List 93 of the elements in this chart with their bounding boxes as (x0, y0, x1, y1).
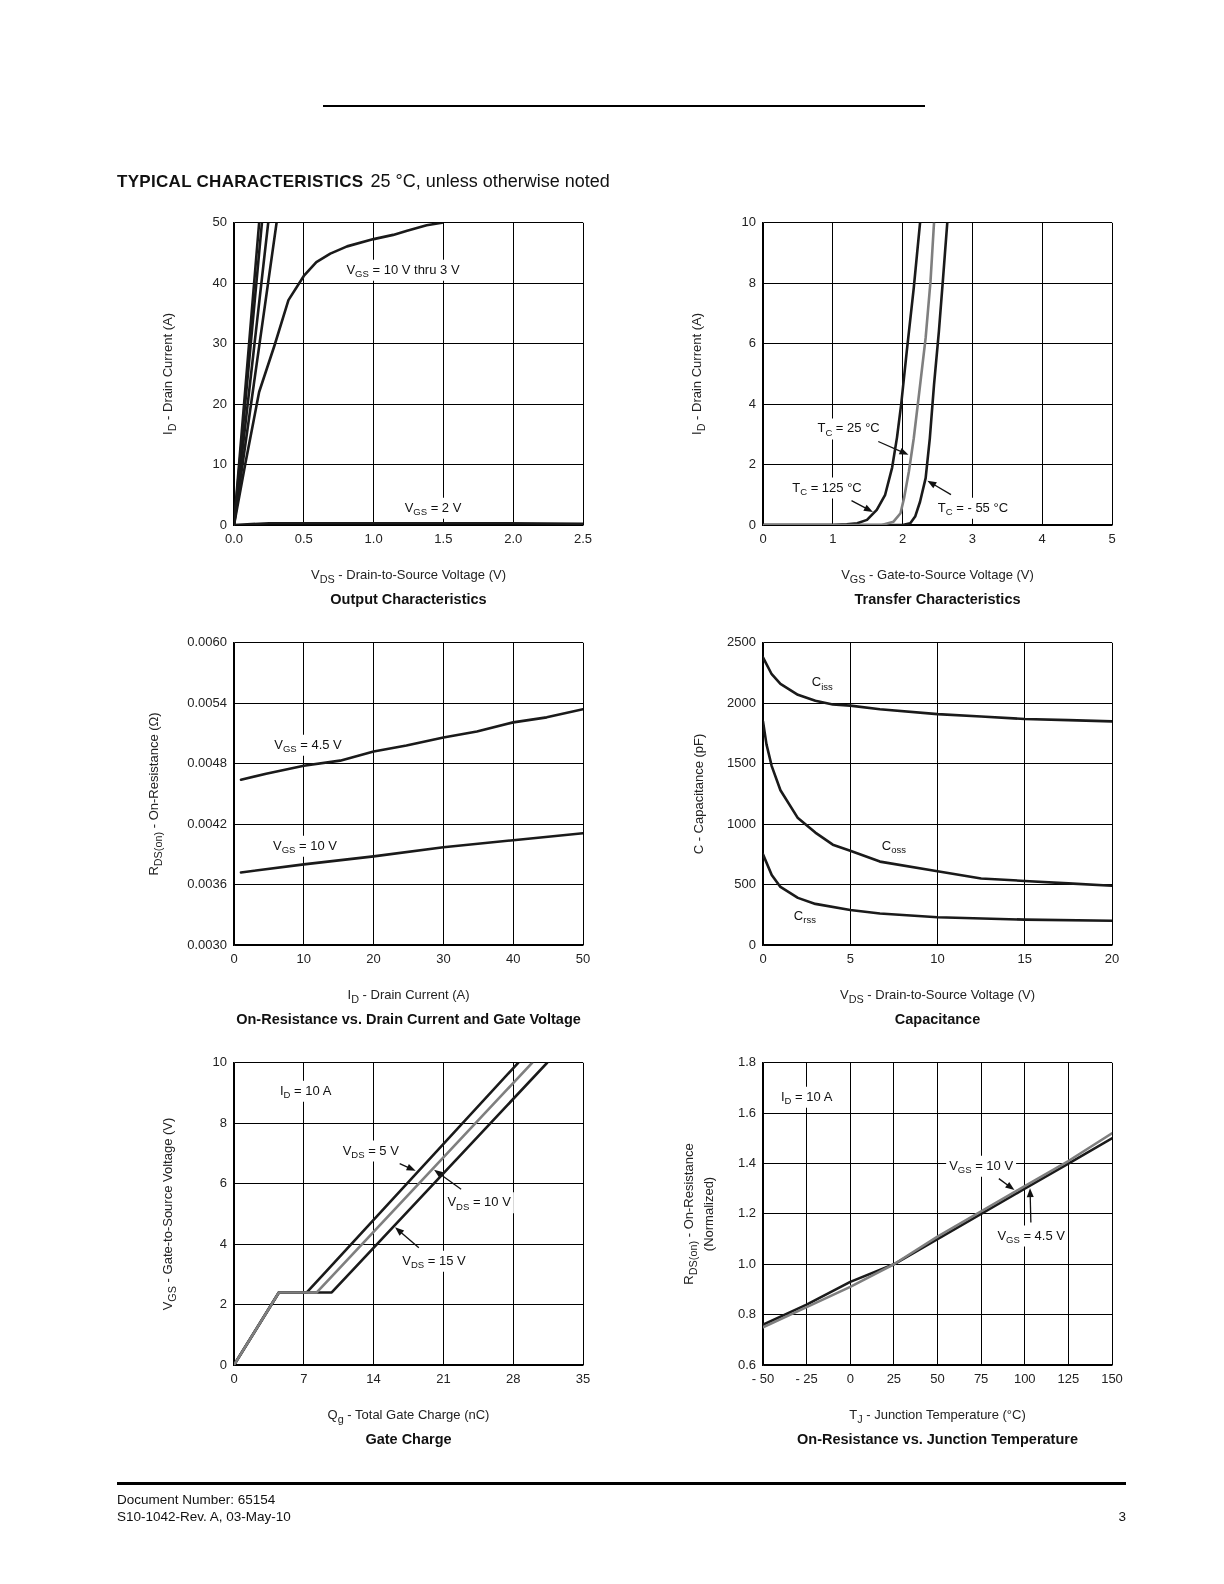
x-tick-label: 35 (575, 1371, 591, 1387)
x-tick-label: 10 (930, 951, 945, 967)
text: Output Characteristics (330, 591, 487, 607)
y-axis-title: C - Capacitance (pF) (691, 733, 707, 854)
x-axis-title: T$_{J}$ - Junction Temperature (°C) (849, 1407, 1026, 1425)
y-tick-label: 0 (219, 1356, 227, 1372)
x-tick-label: 0 (759, 531, 767, 547)
x-tick-label: 14 (366, 1371, 381, 1387)
text: 3 (1118, 1508, 1126, 1525)
y-tick-label: 2000 (727, 694, 756, 710)
y-tick-label: 1.0 (737, 1255, 756, 1271)
x-tick-label: 4 (1038, 531, 1046, 547)
y-tick-label: 1.4 (737, 1155, 756, 1171)
x-tick-label: 100 (1013, 1371, 1036, 1387)
y-tick-label: 0.0048 (187, 755, 227, 771)
x-axis-title: Q$_{g}$ - Total Gate Charge (nC) (327, 1407, 490, 1425)
x-tick-label: - 25 (795, 1371, 818, 1387)
y-tick-label: 2 (748, 456, 756, 472)
x-axis-title: V$_{DS}$ - Drain-to-Source Voltage (V) (311, 567, 506, 585)
x-axis-title: V$_{DS}$ - Drain-to-Source Voltage (V) (840, 987, 1035, 1005)
y-tick-label: 8 (219, 1114, 227, 1130)
y-tick-label: 0.8 (737, 1306, 756, 1322)
y-tick-label: 0 (748, 516, 756, 532)
x-tick-label: 0 (230, 951, 238, 967)
y-tick-label: 1000 (727, 815, 756, 831)
y-tick-label: 40 (212, 274, 227, 290)
x-tick-label: 20 (1104, 951, 1120, 967)
y-tick-label: 1500 (727, 755, 756, 771)
text: Transfer Characteristics (854, 591, 1021, 607)
y-tick-label: 2500 (727, 634, 756, 650)
x-axis-title: V$_{GS}$ - Gate-to-Source Voltage (V) (841, 567, 1034, 585)
y-tick-label: 1.2 (737, 1205, 756, 1221)
text: TYPICAL CHARACTERISTICS (117, 172, 364, 191)
x-tick-label: 25 (886, 1371, 902, 1387)
x-tick-label: 21 (436, 1371, 451, 1387)
text: 25 °C, unless otherwise noted (370, 171, 610, 191)
x-tick-label: 125 (1057, 1371, 1080, 1387)
y-tick-label: 0.0042 (187, 815, 227, 831)
y-tick-label: 0.0060 (187, 634, 227, 650)
x-tick-label: 50 (930, 1371, 945, 1387)
x-tick-label: 2 (898, 531, 907, 547)
y-tick-label: 20 (212, 395, 227, 411)
y-tick-label: 10 (741, 214, 756, 230)
y-tick-label: 4 (748, 395, 756, 411)
y-tick-label: 6 (219, 1175, 227, 1191)
x-tick-label: - 50 (751, 1371, 775, 1387)
x-tick-label: 30 (436, 951, 451, 967)
y-tick-label: 0 (219, 516, 227, 532)
x-tick-label: 7 (300, 1371, 308, 1387)
y-tick-label: 6 (748, 335, 756, 351)
y-tick-label: 30 (212, 335, 227, 351)
y-tick-label: 0 (748, 936, 756, 952)
x-tick-label: 150 (1101, 1371, 1123, 1387)
y-tick-label: 500 (734, 876, 756, 892)
y-tick-label: 10 (212, 456, 227, 472)
text: S10-1042-Rev. A, 03-May-10 (117, 1508, 291, 1525)
x-tick-label: 0 (759, 951, 767, 967)
text: On-Resistance vs. Drain Current and Gate Voltage (236, 1011, 581, 1027)
x-tick-label: 2.0 (504, 531, 523, 547)
y-tick-label: 8 (748, 274, 756, 290)
x-tick-label: 10 (296, 951, 312, 967)
x-tick-label: 5 (846, 951, 854, 967)
y-tick-label: 2 (219, 1296, 227, 1312)
x-tick-label: 5 (1108, 531, 1116, 547)
y-tick-label: 0.0054 (187, 694, 227, 710)
x-tick-label: 20 (366, 951, 381, 967)
y-tick-label: 50 (212, 214, 227, 230)
x-tick-label: 15 (1017, 951, 1032, 967)
y-tick-label: 1.8 (737, 1054, 756, 1070)
text: Document Number: 65154 (117, 1491, 277, 1508)
x-tick-label: 0.5 (294, 531, 313, 547)
text: Capacitance (894, 1011, 981, 1027)
x-tick-label: 0 (846, 1371, 854, 1387)
x-tick-label: 0 (230, 1371, 238, 1387)
x-tick-label: 50 (575, 951, 591, 967)
x-tick-label: 0.0 (224, 531, 244, 547)
x-axis-title: I$_{D}$ - Drain Current (A) (347, 987, 470, 1005)
x-tick-label: 2.5 (573, 531, 593, 547)
x-tick-label: 3 (968, 531, 977, 547)
text: On-Resistance vs. Junction Temperature (797, 1431, 1078, 1447)
text: Gate Charge (365, 1431, 452, 1447)
x-tick-label: 1.0 (364, 531, 383, 547)
y-tick-label: 0.6 (737, 1356, 756, 1372)
y-tick-label: 1.6 (737, 1104, 756, 1120)
x-tick-label: 1.5 (434, 531, 453, 547)
x-tick-label: 40 (505, 951, 521, 967)
y-tick-label: 0.0030 (187, 936, 227, 952)
y-tick-label: 0.0036 (187, 876, 227, 892)
x-tick-label: 1 (829, 531, 837, 547)
x-tick-label: 28 (505, 1371, 521, 1387)
y-tick-label: 4 (219, 1235, 227, 1251)
y-tick-label: 10 (212, 1054, 227, 1070)
x-tick-label: 75 (973, 1371, 989, 1387)
